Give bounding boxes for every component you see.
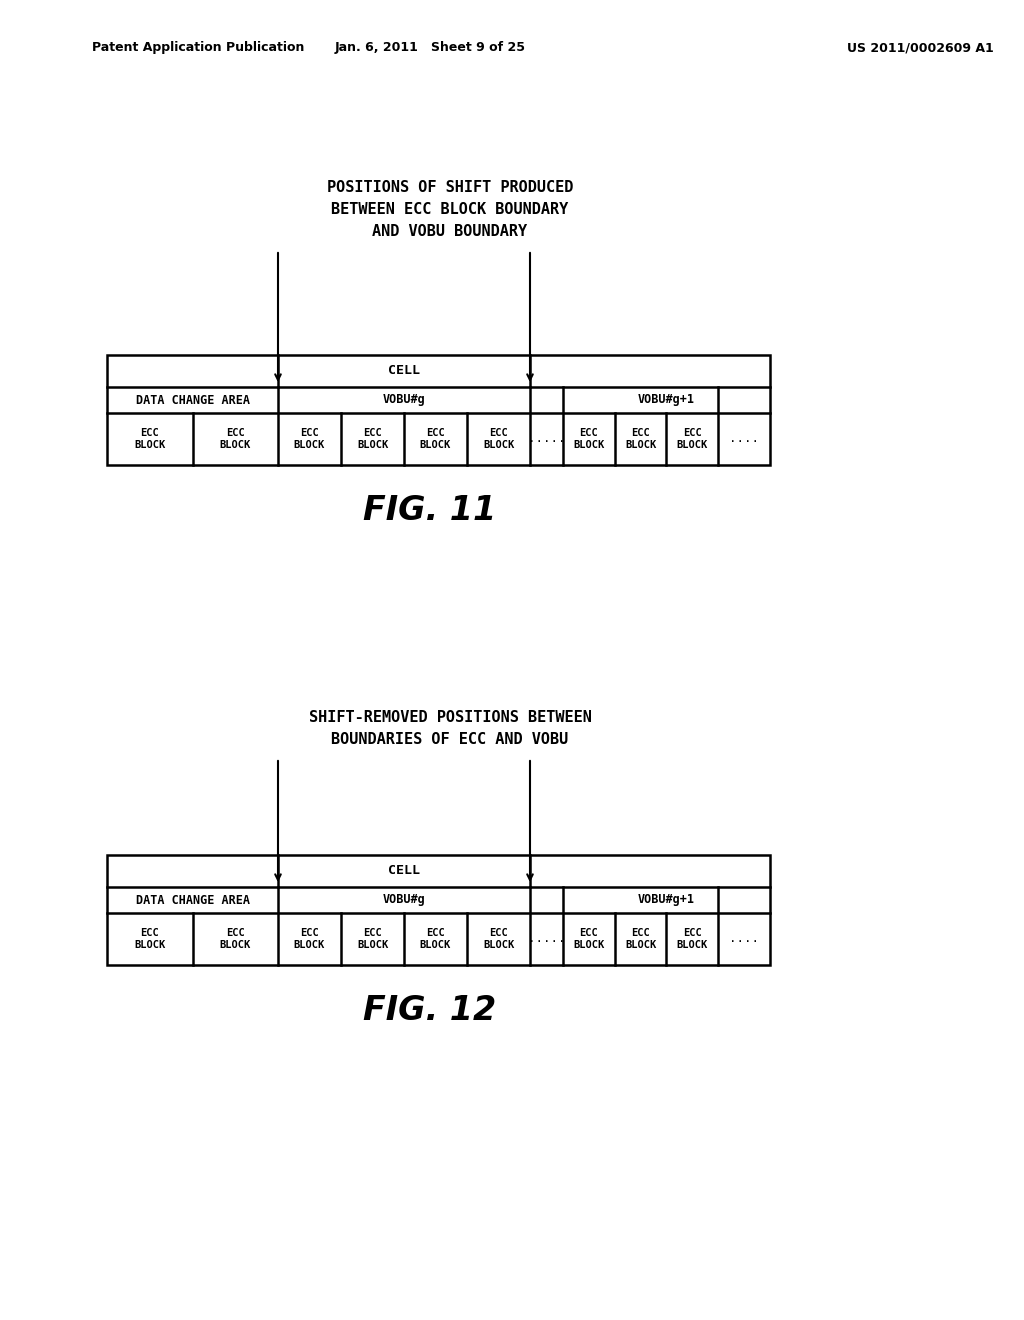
Text: ECC
BLOCK: ECC BLOCK (294, 928, 326, 950)
Text: BOUNDARIES OF ECC AND VOBU: BOUNDARIES OF ECC AND VOBU (332, 733, 568, 747)
Text: DATA CHANGE AREA: DATA CHANGE AREA (135, 894, 250, 907)
Text: ....: .... (729, 932, 759, 945)
Text: VOBU#g: VOBU#g (383, 393, 425, 407)
Text: ECC
BLOCK: ECC BLOCK (625, 928, 656, 950)
Text: CELL: CELL (388, 865, 420, 878)
Text: ECC
BLOCK: ECC BLOCK (134, 428, 165, 450)
Text: SHIFT-REMOVED POSITIONS BETWEEN: SHIFT-REMOVED POSITIONS BETWEEN (308, 710, 592, 726)
Text: US 2011/0002609 A1: US 2011/0002609 A1 (847, 41, 993, 54)
Bar (106, 355, 770, 465)
Text: .....: ..... (527, 433, 565, 446)
Text: ECC
BLOCK: ECC BLOCK (357, 428, 388, 450)
Text: Jan. 6, 2011   Sheet 9 of 25: Jan. 6, 2011 Sheet 9 of 25 (335, 41, 525, 54)
Text: AND VOBU BOUNDARY: AND VOBU BOUNDARY (373, 224, 527, 239)
Bar (106, 855, 770, 965)
Text: ECC
BLOCK: ECC BLOCK (677, 928, 708, 950)
Text: VOBU#g+1: VOBU#g+1 (638, 393, 695, 407)
Text: ECC
BLOCK: ECC BLOCK (294, 428, 326, 450)
Text: ECC
BLOCK: ECC BLOCK (134, 928, 165, 950)
Text: POSITIONS OF SHIFT PRODUCED: POSITIONS OF SHIFT PRODUCED (327, 181, 573, 195)
Text: ECC
BLOCK: ECC BLOCK (573, 428, 604, 450)
Text: DATA CHANGE AREA: DATA CHANGE AREA (135, 393, 250, 407)
Text: ECC
BLOCK: ECC BLOCK (483, 428, 514, 450)
Text: CELL: CELL (388, 364, 420, 378)
Text: ECC
BLOCK: ECC BLOCK (677, 428, 708, 450)
Text: Patent Application Publication: Patent Application Publication (92, 41, 304, 54)
Text: VOBU#g+1: VOBU#g+1 (638, 894, 695, 907)
Text: ECC
BLOCK: ECC BLOCK (420, 428, 452, 450)
Text: ECC
BLOCK: ECC BLOCK (357, 928, 388, 950)
Text: FIG. 11: FIG. 11 (364, 494, 497, 527)
Text: VOBU#g: VOBU#g (383, 894, 425, 907)
Text: ....: .... (729, 433, 759, 446)
Text: BETWEEN ECC BLOCK BOUNDARY: BETWEEN ECC BLOCK BOUNDARY (332, 202, 568, 218)
Text: ECC
BLOCK: ECC BLOCK (483, 928, 514, 950)
Text: ECC
BLOCK: ECC BLOCK (625, 428, 656, 450)
Text: ECC
BLOCK: ECC BLOCK (573, 928, 604, 950)
Text: .....: ..... (527, 932, 565, 945)
Text: FIG. 12: FIG. 12 (364, 994, 497, 1027)
Text: ECC
BLOCK: ECC BLOCK (219, 928, 251, 950)
Text: ECC
BLOCK: ECC BLOCK (420, 928, 452, 950)
Text: ECC
BLOCK: ECC BLOCK (219, 428, 251, 450)
